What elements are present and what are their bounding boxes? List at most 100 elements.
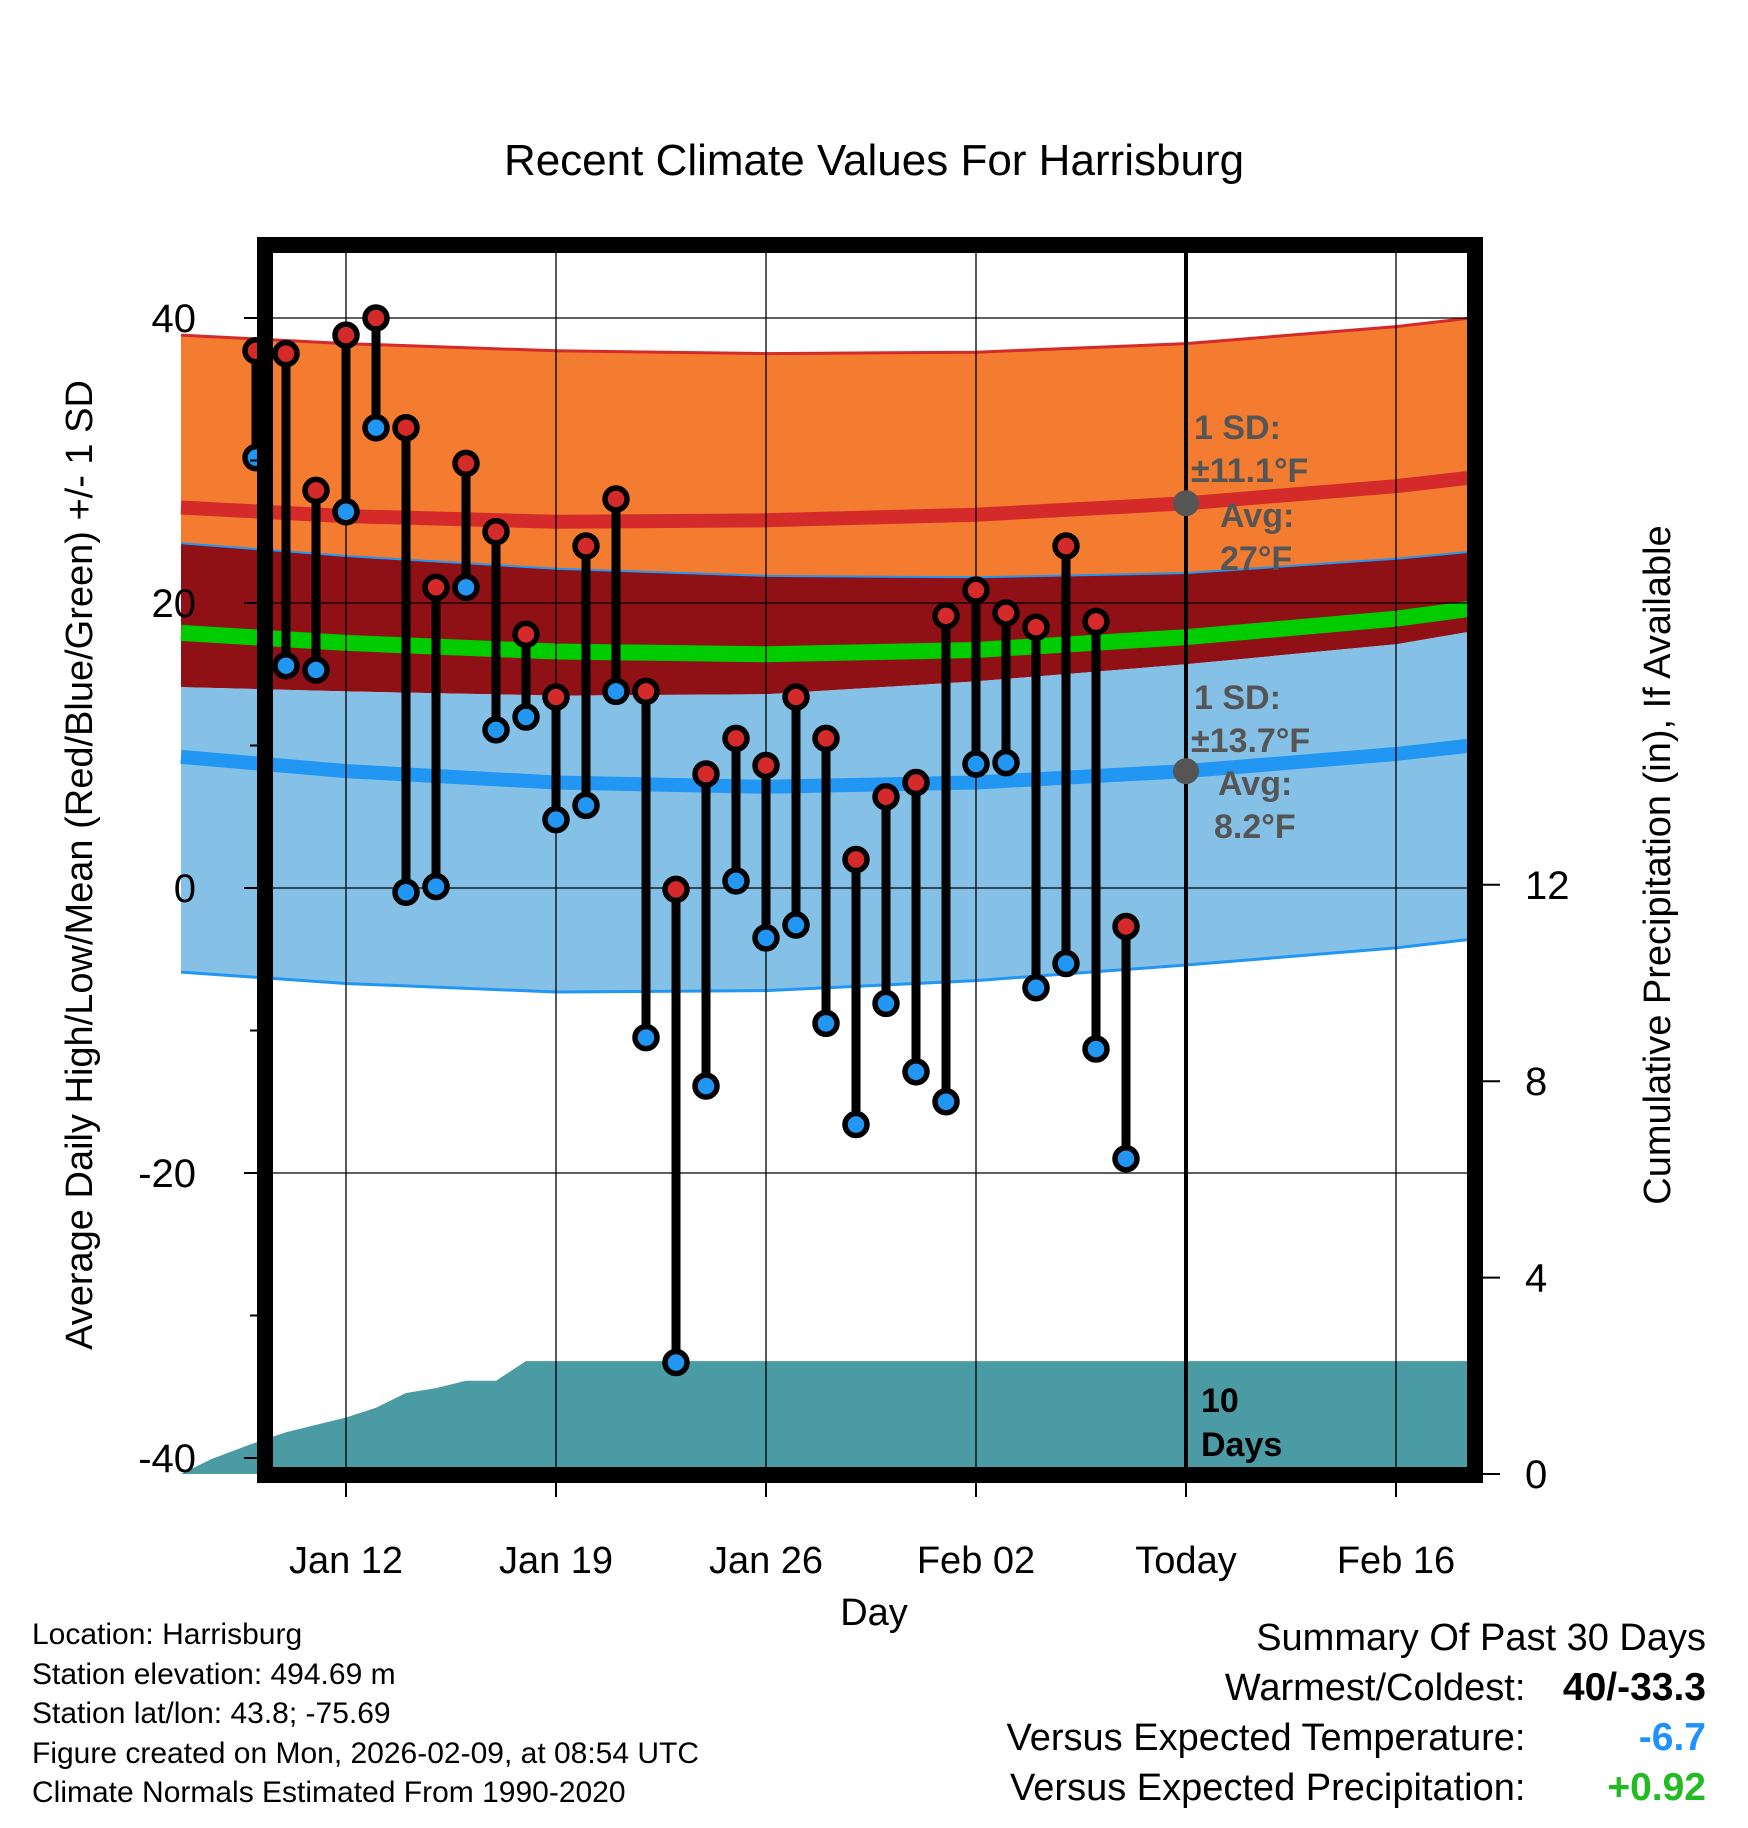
created-text: Figure created on Mon, 2026-02-09, at 08… [32,1736,700,1770]
high-plus-sd-line [180,316,1472,356]
low-avg-marker [1173,758,1199,785]
x-tick-label: Today [1135,1540,1236,1582]
daily-high-dot [392,413,420,442]
daily-low-dot [962,750,990,778]
y-axis-label-right: Cumulative Precipitation (in), If Availa… [1637,525,1679,1204]
warmest-value: 40/-33.3 [1562,1666,1706,1709]
daily-low-dot [272,651,300,680]
daily-low-dot [302,656,330,684]
daily-high-dot [632,677,660,706]
daily-high-dot [362,304,390,332]
daily-low-dot [812,1009,840,1038]
daily-low-dot [332,498,360,526]
daily-low-dot [692,1072,720,1100]
normal-mean-line [180,600,1473,663]
daily-high-dot [692,760,720,788]
x-tick-label: Jan 19 [499,1540,613,1582]
y-tick-label: -20 [138,1152,196,1196]
normal-high-line [180,470,1472,529]
temp-label: Versus Expected Temperature: [1006,1717,1526,1759]
low-sd-annotation: 8.2°F [1214,808,1296,846]
daily-high-dot [272,339,300,368]
daily-low-dot [572,791,600,820]
summary-precip-row: Versus Expected Precipitation: +0.92 [1007,1763,1706,1813]
x-axis-label: Day [840,1592,908,1634]
summary-title: Summary Of Past 30 Days [1256,1617,1706,1659]
daily-high-dot [992,599,1020,627]
daily-high-dot [1022,613,1050,641]
daily-low-dot [1082,1035,1110,1063]
daily-high-dot [572,532,600,560]
daily-low-dot [422,872,450,901]
daily-high-dot [452,449,480,478]
daily-high-dot [782,683,810,711]
daily-low-dot [1052,949,1080,978]
y-axis-label-left: Average Daily High/Low/Mean (Red/Blue/Gr… [59,380,101,1350]
location-text: Location: Harrisburg [32,1618,303,1651]
daily-low-dot [872,989,900,1018]
daily-low-dot [902,1058,930,1086]
high-sd-annotation: Avg: [1220,497,1294,535]
low-sd-annotation: 1 SD: [1194,679,1281,717]
daily-high-dot [1052,532,1080,560]
daily-low-dot [752,924,780,952]
daily-low-dot [542,805,570,834]
daily-high-dot [332,321,360,349]
y2-tick-label: 4 [1525,1257,1547,1301]
summary-panel: Summary Of Past 30 Days Warmest/Coldest:… [1007,1613,1706,1813]
elevation-text: Station elevation: 494.69 m [32,1657,396,1691]
daily-high-dot [602,485,630,513]
daily-low-dot [782,911,810,939]
gridlines [265,245,1475,1475]
y-tick-label: 40 [152,297,197,341]
precip-label: Versus Expected Precipitation: [1010,1767,1526,1809]
summary-warmest-row: Warmest/Coldest: 40/-33.3 [1007,1663,1706,1713]
daily-high-dot [512,620,540,649]
daily-low-dot [362,413,390,442]
daily-low-dot [392,878,420,907]
high-minus-sd-line [180,542,1472,579]
warmest-label: Warmest/Coldest: [1224,1667,1526,1709]
x-tick-label: Feb 16 [1337,1540,1455,1582]
daily-high-dot [872,783,900,811]
daily-high-dot [422,573,450,602]
daily-low-dot [512,703,540,731]
daily-high-dot [932,602,960,630]
daily-high-dot [482,518,510,546]
daily-low-dot [602,677,630,706]
x-tick-label: Jan 12 [289,1540,403,1582]
daily-low-dot [452,573,480,602]
daily-high-dot [662,875,690,904]
high-sd-annotation: 27°F [1220,540,1292,578]
daily-low-dot [842,1110,870,1139]
daily-high-dot [752,751,780,780]
plot-frame [257,237,1483,1483]
daily-high-dot [1112,912,1140,941]
precip-area [181,1361,1471,1474]
cumulative-precip-area [181,1361,1471,1474]
x-tick-label: Feb 02 [917,1540,1035,1582]
summary-temp-row: Versus Expected Temperature: -6.7 [1007,1713,1706,1763]
precip-value: +0.92 [1607,1766,1706,1809]
latlon-text: Station lat/lon: 43.8; -75.69 [32,1697,391,1730]
y2-tick-label: 0 [1525,1453,1547,1497]
chart-title: Recent Climate Values For Harrisburg [504,136,1244,185]
high-sd-annotation: ±11.1°F [1191,452,1308,490]
low-sd-annotation: ±13.7°F [1191,722,1310,760]
daily-high-dot [812,724,840,753]
daily-high-dot [302,476,330,505]
daily-low-dot [722,867,750,895]
daily-low-dot [1022,974,1050,1002]
low-sd-annotation: Avg: [1218,765,1292,803]
daily-marks [242,304,1140,1377]
daily-low-dot [482,716,510,744]
low-minus-sd-line [180,937,1472,994]
daily-high-dot [542,683,570,711]
temp-value: -6.7 [1638,1716,1706,1759]
daily-high-dot [842,845,870,874]
daily-high-dot [1082,607,1110,636]
y-tick-label: 20 [152,582,197,626]
overlap-band [181,543,1471,696]
daily-high-dot [962,576,990,604]
